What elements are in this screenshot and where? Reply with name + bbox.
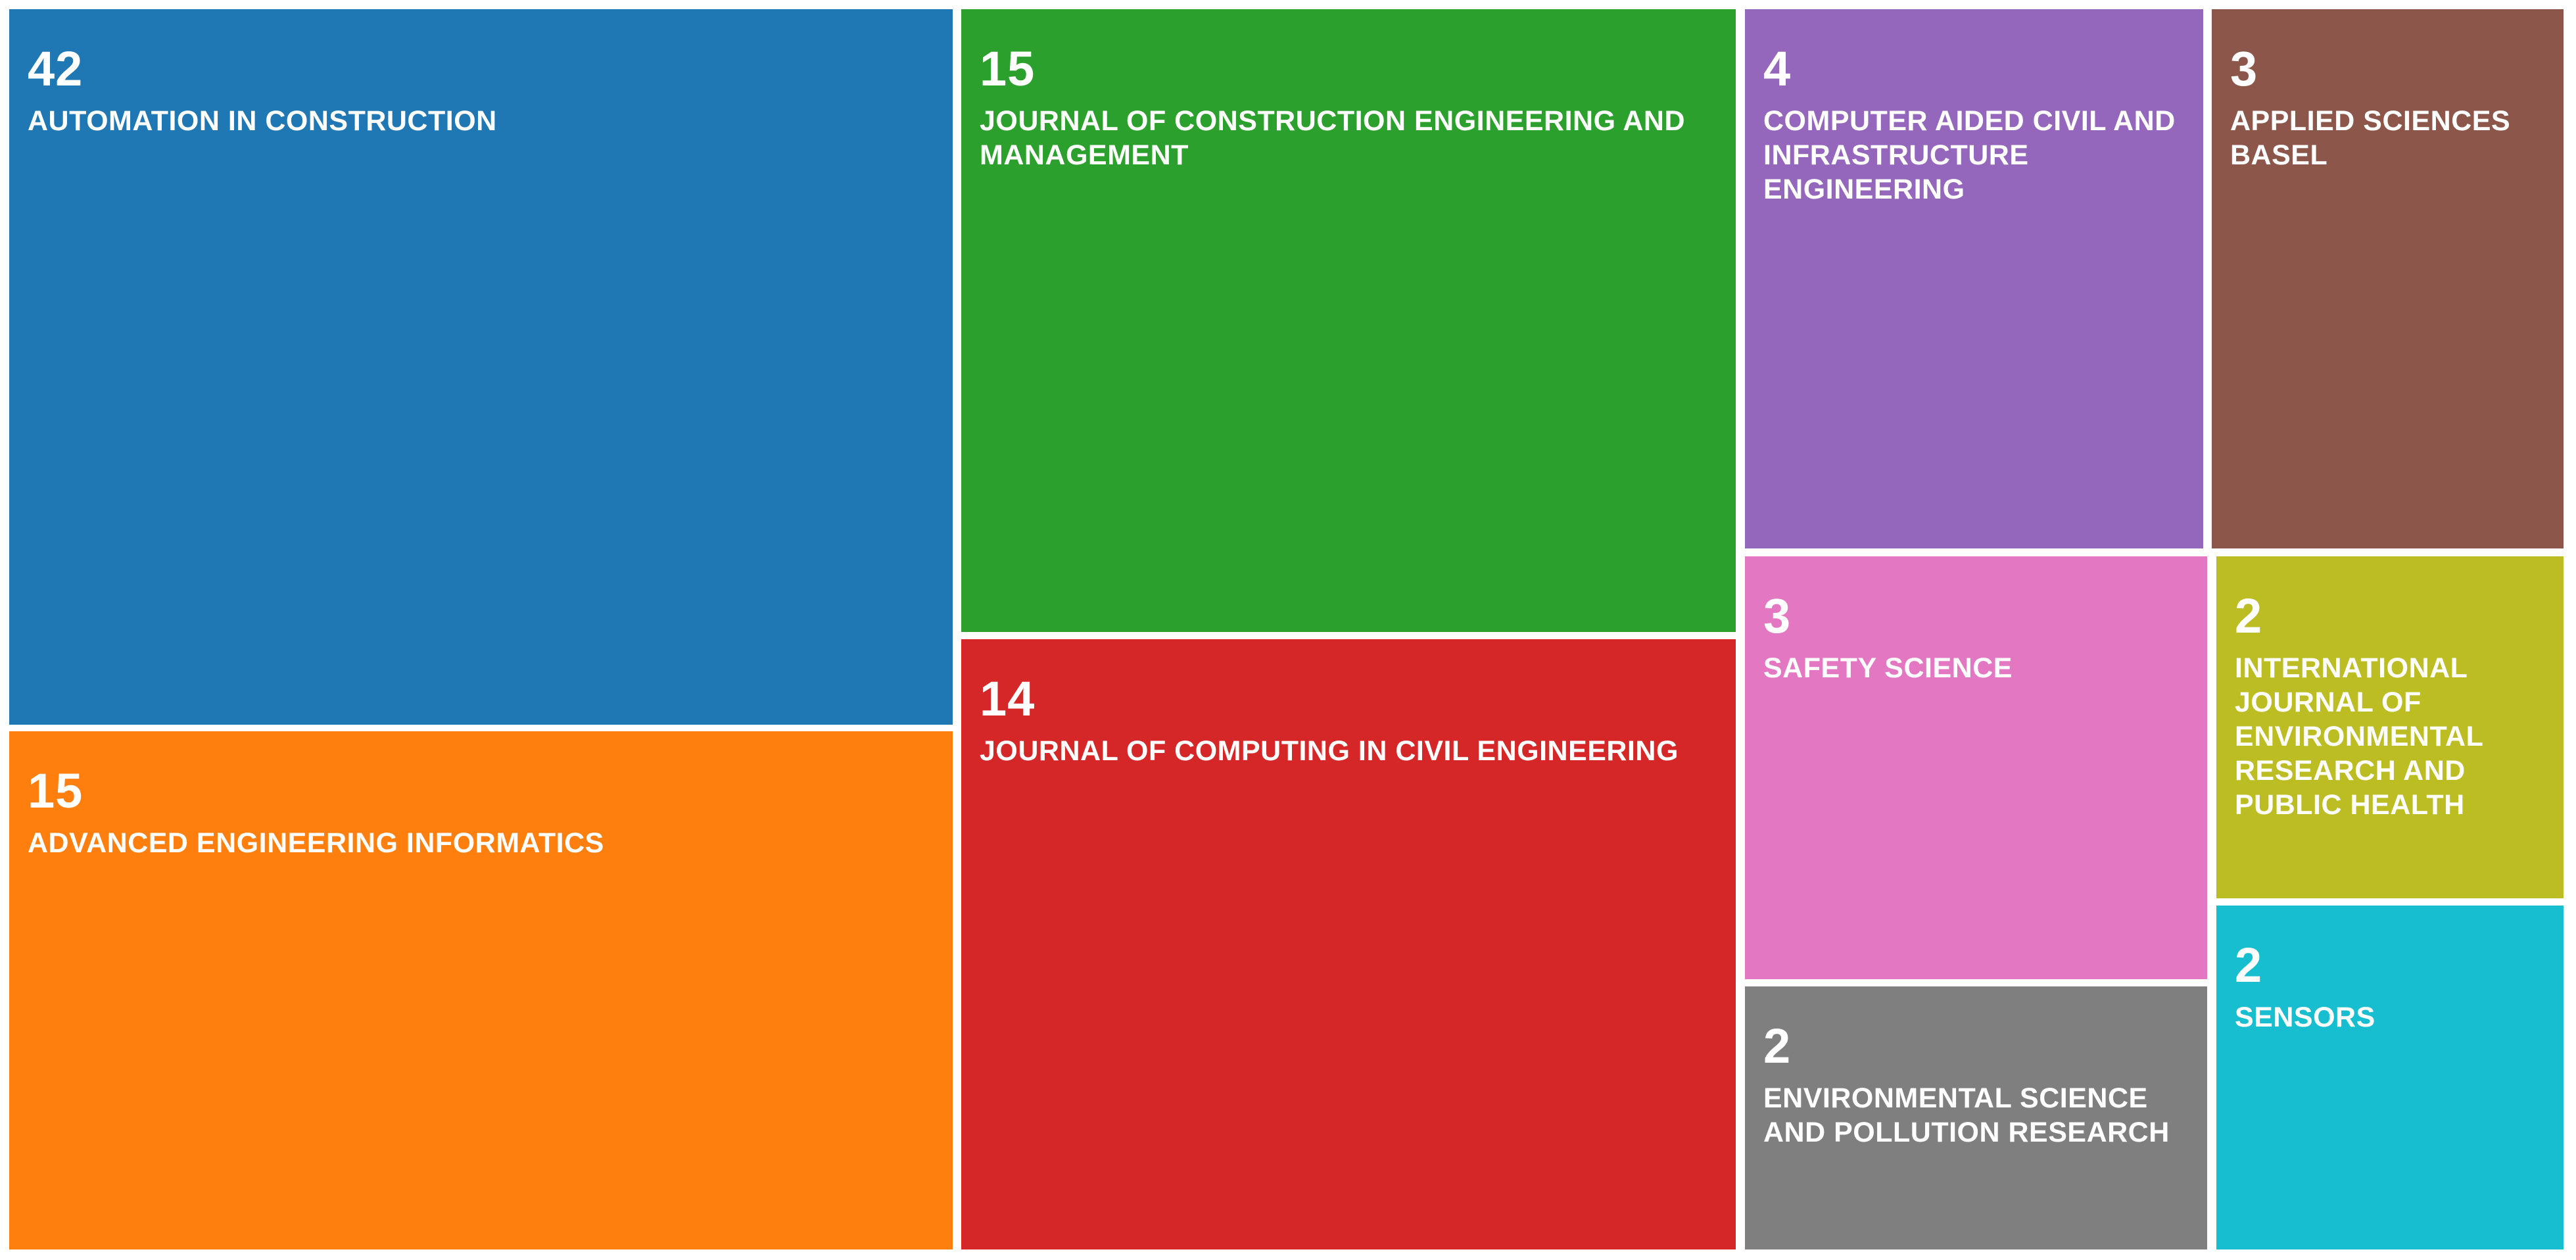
tile-value: 15 (28, 763, 83, 818)
tile-label: INTERNATIONAL JOURNAL OF ENVIRONMENTAL R… (2235, 652, 2483, 821)
treemap-tile: 15 JOURNAL OF CONSTRUCTION ENGINEERING AN… (961, 9, 1736, 632)
tile-value: 4 (1763, 41, 1792, 96)
tile-label: ENVIRONMENTAL SCIENCE AND POLLUTION RESE… (1763, 1082, 2170, 1148)
tile-label: SENSORS (2235, 1002, 2375, 1033)
tile-label: SAFETY SCIENCE (1763, 652, 2013, 684)
treemap-tile: 42 AUTOMATION IN CONSTRUCTION (9, 9, 953, 725)
tile-value: 3 (2230, 41, 2258, 96)
treemap-tile: 2 INTERNATIONAL JOURNAL OF ENVIRONMENTAL … (2216, 556, 2564, 898)
tile-label: JOURNAL OF CONSTRUCTION ENGINEERING AND … (980, 105, 1686, 171)
tile-value: 15 (980, 41, 1036, 96)
tile-value: 3 (1763, 589, 1792, 643)
tile-label: COMPUTER AIDED CIVIL AND INFRASTRUCTURE … (1763, 105, 2176, 205)
tile-value: 14 (980, 671, 1036, 726)
treemap-tile: 3 SAFETY SCIENCE (1745, 556, 2207, 979)
tile-value: 42 (28, 41, 83, 96)
treemap-tile: 2 ENVIRONMENTAL SCIENCE AND POLLUTION RES… (1745, 986, 2207, 1249)
treemap-tile: 2 SENSORS (2216, 906, 2564, 1249)
treemap-tile: 3 APPLIED SCIENCES BASEL (2212, 9, 2564, 548)
tile-label: APPLIED SCIENCES BASEL (2230, 105, 2511, 171)
tile-value: 2 (2235, 938, 2263, 992)
tile-value: 2 (1763, 1019, 1792, 1073)
treemap-tile: 4 COMPUTER AIDED CIVIL AND INFRASTRUCTURE… (1745, 9, 2203, 548)
tile-value: 2 (2235, 589, 2263, 643)
tile-label: JOURNAL OF COMPUTING IN CIVIL ENGINEERIN… (980, 735, 1679, 767)
treemap-tile: 15 ADVANCED ENGINEERING INFORMATICS (9, 731, 953, 1249)
tile-label: ADVANCED ENGINEERING INFORMATICS (28, 827, 604, 859)
treemap-tile: 14 JOURNAL OF COMPUTING IN CIVIL ENGINEER… (961, 639, 1736, 1249)
tile-label: AUTOMATION IN CONSTRUCTION (28, 105, 497, 137)
